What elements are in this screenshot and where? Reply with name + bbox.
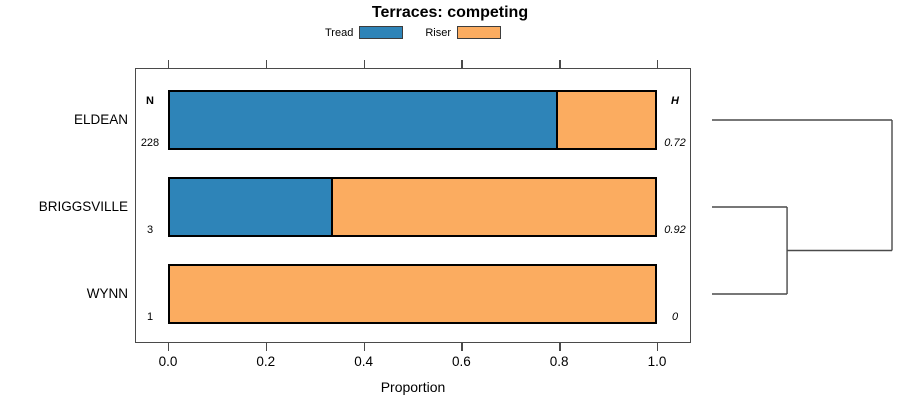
x-tick-bottom [559,343,561,351]
legend-label: Tread [325,26,354,39]
h-value: 0.92 [664,224,686,236]
category-label: ELDEAN [73,112,128,127]
legend-swatch-riser [457,26,501,39]
h-column-header: H [671,95,679,107]
stacked-bar [168,177,657,237]
x-tick-top [657,60,659,68]
legend-label: Riser [425,26,451,39]
x-tick-top [265,60,268,68]
n-value: 3 [146,224,154,236]
chart-title: Terraces: competing [371,4,529,21]
dendrogram-links [712,119,893,295]
stacked-bar [168,90,657,150]
x-tick-bottom [657,343,659,351]
bar-segment-riser [170,266,655,322]
x-tick-label: 0.6 [452,354,471,369]
x-tick-top [168,60,170,68]
n-value: 1 [146,311,154,323]
x-tick-label: 0.4 [354,354,373,369]
plot-area [135,68,691,343]
n-column-header: N [146,95,154,107]
stacked-bar [168,264,657,324]
x-tick-top [461,60,463,68]
category-label: BRIGGSVILLE [38,199,128,214]
legend-swatch-tread [359,26,404,39]
x-axis-title: Proportion [380,379,446,395]
x-tick-top [559,60,561,68]
x-tick-bottom [363,343,365,351]
x-tick-bottom [265,343,268,351]
legend-entry: Tread [325,26,404,39]
x-tick-label: 0.8 [549,354,569,369]
h-value: 0.72 [664,137,686,149]
x-tick-bottom [168,343,170,351]
x-tick-top [363,60,365,68]
h-value: 0 [671,311,679,323]
bar-segment-riser [556,92,655,148]
x-tick-bottom [461,343,463,351]
bar-segment-riser [330,179,655,235]
x-tick-label: 0.0 [158,354,178,369]
bar-segment-tread [170,179,331,235]
x-tick-label: 1.0 [647,354,667,369]
legend: Tread Riser [135,26,691,39]
n-value: 228 [140,137,160,149]
legend-entry: Riser [425,26,501,39]
x-tick-label: 0.2 [256,354,276,369]
bar-segment-tread [170,92,557,148]
category-label: WYNN [86,286,128,301]
